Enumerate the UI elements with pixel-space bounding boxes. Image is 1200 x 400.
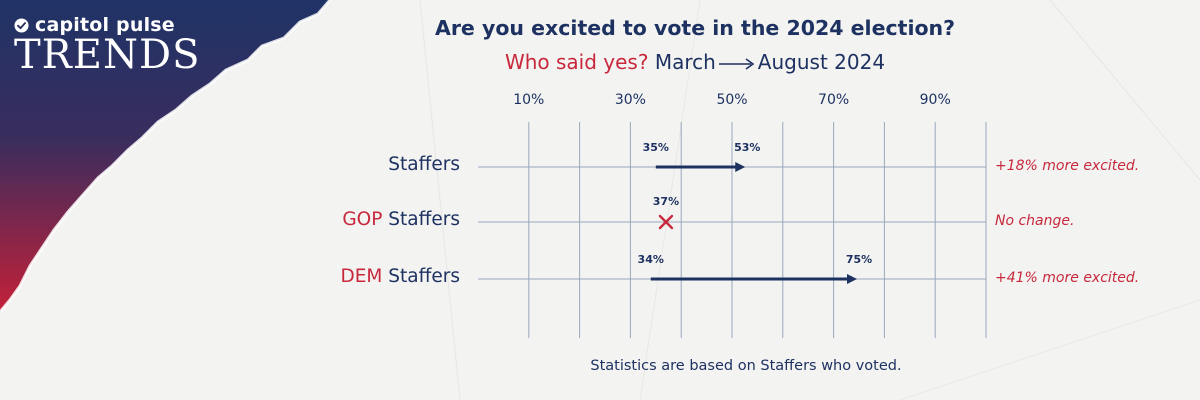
subtitle-end: August 2024 (757, 50, 886, 74)
no-change-cross-icon (658, 214, 674, 230)
x-tick-label: 90% (920, 92, 951, 108)
gradient-corner (0, 0, 330, 312)
chart-subtitle: Who said yes? March August 2024 (430, 50, 960, 74)
row-label-text: Staffers (382, 209, 460, 230)
subtitle-start: March (654, 50, 716, 74)
change-note: No change. (995, 213, 1075, 229)
row-label: DEM Staffers (341, 266, 461, 287)
data-label-march: 34% (638, 253, 664, 266)
change-note: +41% more excited. (995, 270, 1140, 286)
chart-title: Are you excited to vote in the 2024 elec… (434, 16, 956, 40)
check-circle-icon (14, 17, 29, 33)
data-label-march: 37% (653, 195, 679, 208)
footnote: Statistics are based on Staffers who vot… (590, 358, 902, 374)
data-label-march: 35% (643, 141, 669, 154)
row-label-text: Staffers (382, 266, 460, 287)
data-label-august: 53% (734, 141, 760, 154)
subtitle-prefix: Who said yes? (504, 50, 649, 74)
row-label: GOP Staffers (342, 209, 460, 230)
x-tick-label: 50% (716, 92, 747, 108)
brand-name: capitol pulse (35, 14, 175, 36)
change-note: +18% more excited. (995, 158, 1140, 174)
data-label-august: 75% (846, 253, 872, 266)
brand: capitol pulse TRENDS (14, 14, 200, 76)
x-tick-label: 10% (513, 92, 544, 108)
x-tick-label: 30% (615, 92, 646, 108)
brand-section: TRENDS (14, 32, 201, 78)
long-arrow-right-icon (718, 57, 755, 70)
row-label: Staffers (388, 154, 460, 175)
row-label-text: Staffers (388, 154, 460, 175)
x-tick-label: 70% (818, 92, 849, 108)
row-label-party: DEM (340, 266, 383, 287)
row-label-party: GOP (342, 209, 383, 230)
